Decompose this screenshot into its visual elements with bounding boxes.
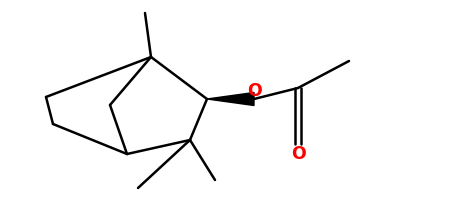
Text: O: O: [291, 144, 306, 162]
Polygon shape: [207, 93, 254, 106]
Text: O: O: [247, 82, 261, 100]
